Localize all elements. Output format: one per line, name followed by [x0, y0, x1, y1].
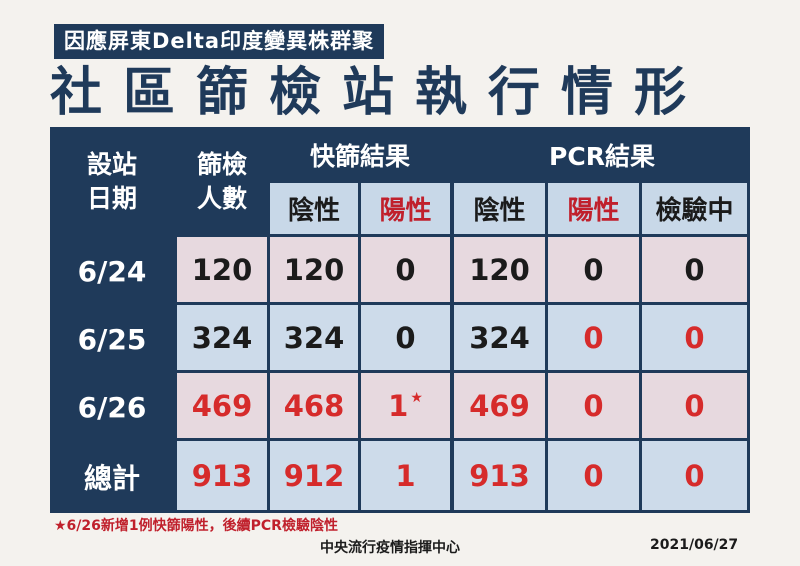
- header-pcr-group: PCR結果: [549, 142, 655, 171]
- cell-pcr-pending: 0: [642, 373, 747, 438]
- cell-rapid-positive: 1: [361, 441, 450, 510]
- row-date: 6/25: [77, 322, 147, 356]
- header-date-line2: 日期: [86, 184, 137, 213]
- cell-rapid-negative: 120: [270, 237, 358, 302]
- cell-screened: 120: [177, 237, 267, 302]
- row-date: 6/26: [77, 390, 147, 424]
- cell-rapid-positive-value: 1: [388, 388, 409, 423]
- cell-pcr-negative: 120: [454, 237, 545, 302]
- header-screened-line2: 人數: [196, 184, 247, 213]
- subheader-rapid-negative: 陰性: [270, 183, 358, 234]
- star-icon: ★: [410, 389, 423, 406]
- header-screened-line1: 篩檢: [196, 150, 247, 179]
- cell-rapid-positive: 1 ★: [361, 373, 450, 438]
- cell-pcr-negative: 324: [454, 305, 545, 370]
- cell-pcr-positive: 0: [548, 441, 639, 510]
- subheader-rapid-positive: 陽性: [361, 183, 450, 234]
- cell-pcr-pending: 0: [642, 441, 747, 510]
- cell-rapid-negative: 324: [270, 305, 358, 370]
- cell-screened: 469: [177, 373, 267, 438]
- page-title: 社區篩檢站執行情形: [50, 63, 708, 123]
- cell-screened: 913: [177, 441, 267, 510]
- publish-date: 2021/06/27: [650, 537, 739, 553]
- header-date-line1: 設站: [86, 150, 137, 179]
- cell-pcr-positive: 0: [548, 305, 639, 370]
- subheader-pcr-negative: 陰性: [454, 183, 545, 234]
- cell-rapid-positive: 0: [361, 305, 450, 370]
- cell-rapid-negative: 468: [270, 373, 358, 438]
- cell-pcr-positive: 0: [548, 237, 639, 302]
- subheader-pcr-positive: 陽性: [548, 183, 639, 234]
- header-screened: 篩檢 人數: [177, 127, 267, 237]
- results-table: 設站 日期 篩檢 人數 快篩結果 PCR結果 陰性 陽性 陰性 陽性 檢驗中 6…: [50, 127, 750, 513]
- cell-rapid-negative: 912: [270, 441, 358, 510]
- row-total-label: 總計: [83, 462, 140, 495]
- header-rapid-group: 快篩結果: [309, 142, 410, 171]
- cell-rapid-positive: 0: [361, 237, 450, 302]
- row-date: 6/24: [77, 254, 147, 288]
- cell-pcr-pending: 0: [642, 305, 747, 370]
- cell-pcr-negative: 913: [454, 441, 545, 510]
- footnote: ★6/26新增1例快篩陽性，後續PCR檢驗陰性: [54, 518, 338, 534]
- header-date: 設站 日期: [50, 127, 174, 237]
- organization-name: 中央流行疫情指揮中心: [320, 540, 460, 556]
- subheader-pcr-pending: 檢驗中: [642, 183, 747, 234]
- cell-pcr-positive: 0: [548, 373, 639, 438]
- cell-screened: 324: [177, 305, 267, 370]
- subtitle-banner: 因應屏東Delta印度變異株群聚: [54, 24, 385, 59]
- cell-pcr-pending: 0: [642, 237, 747, 302]
- cell-pcr-negative: 469: [454, 373, 545, 438]
